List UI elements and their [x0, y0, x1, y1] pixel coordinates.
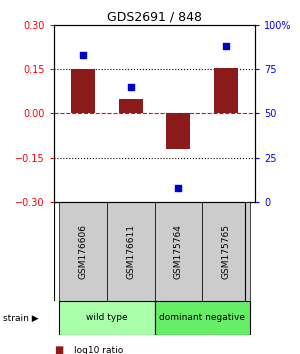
Text: strain ▶: strain ▶	[3, 313, 39, 322]
Bar	[59, 301, 154, 335]
Point	[128, 84, 133, 90]
Text: ■: ■	[54, 346, 63, 354]
Text: dominant negative: dominant negative	[159, 313, 245, 322]
Title: GDS2691 / 848: GDS2691 / 848	[107, 11, 202, 24]
Point	[224, 43, 229, 49]
Text: GSM176606: GSM176606	[78, 224, 87, 279]
Point	[80, 52, 85, 58]
Bar	[118, 98, 142, 113]
Bar	[154, 301, 250, 335]
Bar	[59, 202, 106, 301]
Text: wild type: wild type	[86, 313, 128, 322]
Bar	[214, 68, 238, 113]
Text: GSM176611: GSM176611	[126, 224, 135, 279]
Bar	[154, 202, 202, 301]
Point	[176, 185, 181, 190]
Text: GSM175765: GSM175765	[222, 224, 231, 279]
Text: log10 ratio: log10 ratio	[74, 346, 123, 354]
Bar	[106, 202, 154, 301]
Bar	[71, 69, 95, 113]
Text: GSM175764: GSM175764	[174, 224, 183, 279]
Bar	[167, 113, 191, 149]
Bar	[202, 202, 250, 301]
